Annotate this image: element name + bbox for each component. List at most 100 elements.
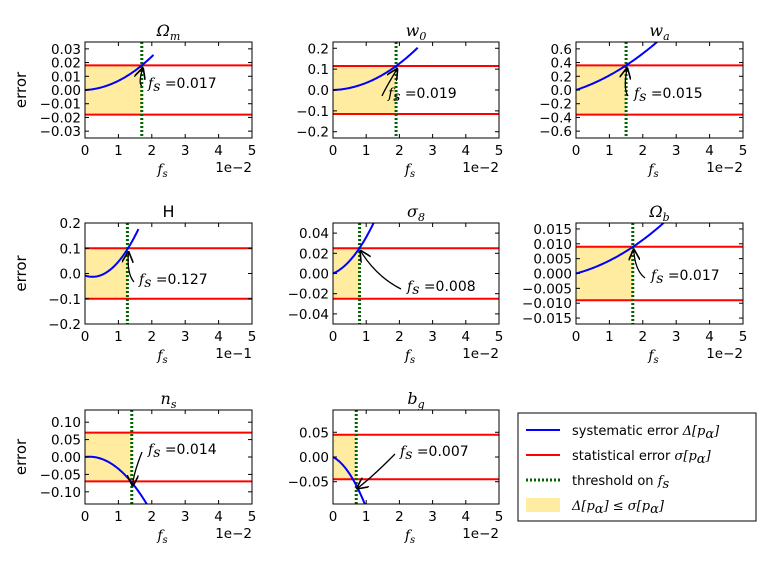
y-tick-label: 0.05 [51,433,81,449]
x-scale-label: 1e−2 [462,526,499,542]
panel-p4: 0 1 2 3 4 5 −0.2 −0.1 0.0 0.1 0.2 Hfs 1e−1 error fs =0… [12,202,256,366]
acceptance-region [576,246,633,301]
systematic-curve [85,455,148,504]
y-tick-label: −0.05 [288,475,329,491]
x-tick-label: 1 [114,143,123,159]
panel-p5: 0 1 2 3 4 5 −0.04 −0.02 0.00 0.02 0.04 σ8 fs 1e−2 fs =… [288,202,504,366]
y-tick-label: 0.6 [551,42,572,58]
threshold-annotation: fs =0.008 [406,279,476,298]
y-tick-label: −0.02 [288,287,329,303]
x-tick-label: 1 [605,329,614,345]
x-tick-label: 5 [495,143,504,159]
x-tick-label: 3 [428,329,437,345]
x-tick-label: 0 [572,143,581,159]
y-tick-label: 0.05 [299,425,329,441]
y-tick-label: 0.02 [51,56,81,72]
y-axis-label: error [12,438,30,475]
x-tick-label: 2 [395,143,404,159]
y-tick-label: 0.0 [308,83,329,99]
panel-title: Ωb [648,202,669,224]
x-tick-label: 0 [329,329,338,345]
y-tick-label: 0.03 [51,42,81,58]
x-tick-label: 0 [329,509,338,525]
y-tick-label: 0.000 [533,267,572,283]
systematic-curve [333,223,375,275]
panel-title: w0 [406,21,427,43]
x-tick-label: 1 [362,509,371,525]
x-tick-label: 2 [148,509,157,525]
x-axis-label: fs [156,348,167,366]
x-axis-label: fs [404,528,415,546]
y-tick-label: 0.010 [533,237,572,253]
x-tick-label: 4 [462,143,471,159]
y-tick-label: −0.005 [522,281,572,297]
x-tick-label: 4 [705,329,714,345]
panel-title: Ωm [156,21,181,43]
legend-label: systematic error Δ[pα] [572,424,720,442]
y-tick-label: −0.2 [539,97,572,113]
panel-title: wa [649,21,669,43]
x-axis-label: fs [647,162,658,180]
annotation-arrow [133,451,143,486]
y-axis-label: error [12,71,30,108]
x-tick-label: 5 [248,143,257,159]
y-tick-label: −0.010 [522,296,572,312]
x-scale-label: 1e−2 [706,346,743,362]
x-tick-label: 2 [639,329,648,345]
x-scale-label: 1e−2 [215,160,252,176]
x-axis-label: fs [404,162,415,180]
y-tick-label: 0.2 [308,41,329,57]
acceptance-region [333,248,360,299]
legend: systematic error Δ[pα] statistical error … [517,412,757,522]
panel-p8: 0 1 2 3 4 5 −0.05 0.00 0.05 bg fs 1e−2 fs =0.007 [288,389,504,546]
panel-p3: 0 1 2 3 4 5 −0.6−0.4−0.20.00.20.40.6 wa fs 1e−2 fs… [539,21,747,180]
annotation-arrow [634,250,646,279]
y-tick-label: 0.01 [51,69,81,85]
legend-label: statistical error σ[pα] [572,449,712,467]
acceptance-region [576,65,627,115]
panel-title: H [162,202,174,221]
y-tick-label: −0.4 [539,110,572,126]
x-tick-label: 0 [81,329,90,345]
legend-label: Δ[pα] ≤ σ[pα] [571,499,665,517]
y-tick-label: −0.6 [539,124,572,140]
y-tick-label: 0.015 [533,222,572,238]
y-tick-label: 0.00 [299,450,329,466]
y-tick-label: −0.2 [48,317,81,333]
x-tick-label: 5 [495,329,504,345]
x-tick-label: 2 [148,329,157,345]
x-axis-label: fs [404,348,415,366]
x-tick-label: 0 [81,143,90,159]
annotation-arrow [625,68,628,97]
x-axis-label: fs [156,162,167,180]
threshold-annotation: fs =0.017 [147,76,217,95]
systematic-curve [85,228,140,278]
x-tick-label: 5 [248,509,257,525]
x-tick-label: 5 [739,329,748,345]
x-tick-label: 1 [605,143,614,159]
x-tick-label: 3 [181,143,190,159]
panel-title: ns [161,389,177,411]
y-tick-label: −0.015 [522,311,572,327]
acceptance-region [333,434,357,480]
legend-handle [526,498,560,512]
panel-p6: 0 1 2 3 4 5 −0.015−0.010−0.0050.0000.0050.0100… [522,202,747,366]
systematic-curve [333,456,366,504]
x-axis-label: fs [156,528,167,546]
annotation-arrow [361,251,402,290]
y-tick-label: −0.04 [288,307,329,323]
x-tick-label: 3 [428,509,437,525]
x-axis-label: fs [647,348,658,366]
systematic-curve [576,223,666,275]
y-tick-label: 0.2 [60,216,81,232]
x-tick-label: 2 [639,143,648,159]
threshold-annotation: fs =0.017 [650,268,720,287]
x-tick-label: 5 [739,143,748,159]
panel-p7: 0 1 2 3 4 5 −0.10 −0.050.000.05 0.10 ns fs 1e−2 erro… [12,389,256,546]
x-tick-label: 0 [81,509,90,525]
threshold-annotation: fs =0.127 [138,272,208,291]
y-tick-label: −0.01 [40,97,81,113]
y-tick-label: 0.00 [51,83,81,99]
x-tick-label: 0 [572,329,581,345]
x-tick-label: 5 [248,329,257,345]
